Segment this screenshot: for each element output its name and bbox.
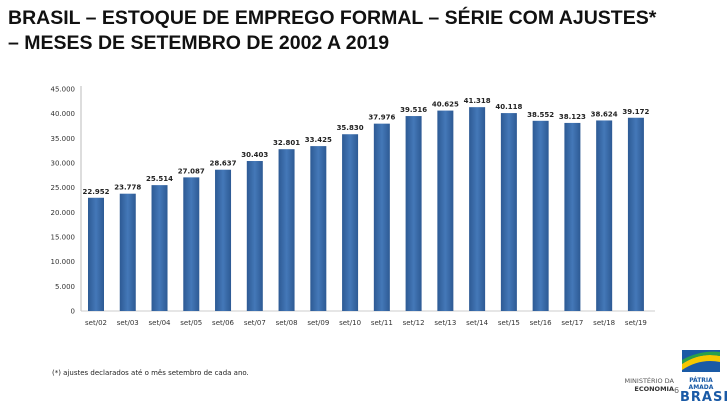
bar	[215, 169, 232, 311]
bar	[596, 120, 613, 312]
x-tick-label: set/04	[149, 319, 172, 327]
y-tick-label: 35.000	[51, 135, 76, 143]
data-label: 38.552	[527, 111, 554, 119]
bar	[405, 116, 422, 311]
ministry-label: MINISTÉRIO DA ECONOMIA	[610, 377, 674, 393]
y-tick-label: 15.000	[51, 234, 76, 242]
data-label: 23.778	[114, 184, 141, 192]
x-tick-label: set/08	[276, 319, 298, 327]
title-line-2: – MESES DE SETEMBRO DE 2002 A 2019	[8, 32, 390, 54]
x-tick-label: set/12	[403, 319, 425, 327]
bar	[627, 117, 644, 311]
y-tick-label: 20.000	[51, 209, 76, 217]
footnote: (*) ajustes declarados até o mês setembr…	[52, 369, 249, 377]
x-tick-label: set/14	[466, 319, 489, 327]
page-number: 6	[674, 386, 680, 395]
bar	[564, 122, 581, 311]
x-tick-label: set/16	[530, 319, 553, 327]
y-tick-label: 0	[71, 308, 75, 316]
title-line-1: BRASIL – ESTOQUE DE EMPREGO FORMAL – SÉR…	[8, 7, 657, 29]
data-label: 38.123	[559, 113, 586, 121]
x-tick-label: set/02	[85, 319, 107, 327]
bar	[532, 120, 549, 311]
bar	[278, 149, 295, 311]
bar	[151, 185, 168, 311]
y-tick-label: 10.000	[51, 258, 76, 266]
data-label: 40.625	[432, 101, 459, 109]
x-tick-label: set/19	[625, 319, 647, 327]
bar	[183, 177, 200, 311]
bar	[119, 193, 136, 311]
y-tick-label: 5.000	[55, 283, 75, 291]
logo-line-1: PÁTRIA AMADA	[688, 377, 714, 391]
bar	[310, 146, 327, 311]
data-label: 25.514	[146, 175, 173, 183]
x-tick-label: set/03	[117, 319, 139, 327]
y-tick-label: 25.000	[51, 184, 76, 192]
ministry-line-2: ECONOMIA	[634, 385, 674, 393]
bar	[500, 113, 517, 311]
data-label: 40.118	[495, 103, 522, 111]
data-label: 28.637	[210, 160, 237, 168]
data-label: 30.403	[241, 151, 268, 159]
x-tick-label: set/17	[561, 319, 583, 327]
data-label: 32.801	[273, 139, 300, 147]
x-tick-label: set/05	[180, 319, 202, 327]
x-tick-label: set/11	[371, 319, 393, 327]
flag-logo-icon	[682, 350, 720, 372]
data-label: 37.976	[368, 114, 395, 122]
bar	[246, 161, 263, 311]
bar	[342, 134, 359, 311]
data-label: 22.952	[82, 188, 109, 196]
data-label: 39.516	[400, 106, 427, 114]
x-tick-label: set/13	[434, 319, 456, 327]
logo-line-2: BRASIL	[680, 390, 728, 405]
x-tick-label: set/07	[244, 319, 266, 327]
bar	[373, 123, 390, 311]
data-label: 33.425	[305, 136, 332, 144]
y-tick-label: 40.000	[51, 110, 76, 118]
y-tick-label: 30.000	[51, 160, 76, 168]
x-tick-label: set/15	[498, 319, 520, 327]
bar	[469, 107, 486, 311]
brasil-logo: PÁTRIA AMADA BRASIL	[680, 350, 728, 405]
bar	[88, 197, 104, 311]
data-label: 41.318	[464, 97, 491, 105]
ministry-line-1: MINISTÉRIO DA	[624, 377, 674, 385]
x-tick-label: set/18	[593, 319, 615, 327]
x-tick-label: set/09	[307, 319, 329, 327]
x-tick-label: set/10	[339, 319, 361, 327]
page-title: BRASIL – ESTOQUE DE EMPREGO FORMAL – SÉR…	[8, 6, 656, 56]
x-tick-label: set/06	[212, 319, 235, 327]
data-label: 38.624	[591, 110, 618, 118]
data-label: 27.087	[178, 167, 205, 175]
bar	[437, 110, 454, 311]
y-tick-label: 45.000	[51, 86, 76, 94]
data-label: 39.172	[622, 108, 649, 116]
data-label: 35.830	[337, 124, 364, 132]
